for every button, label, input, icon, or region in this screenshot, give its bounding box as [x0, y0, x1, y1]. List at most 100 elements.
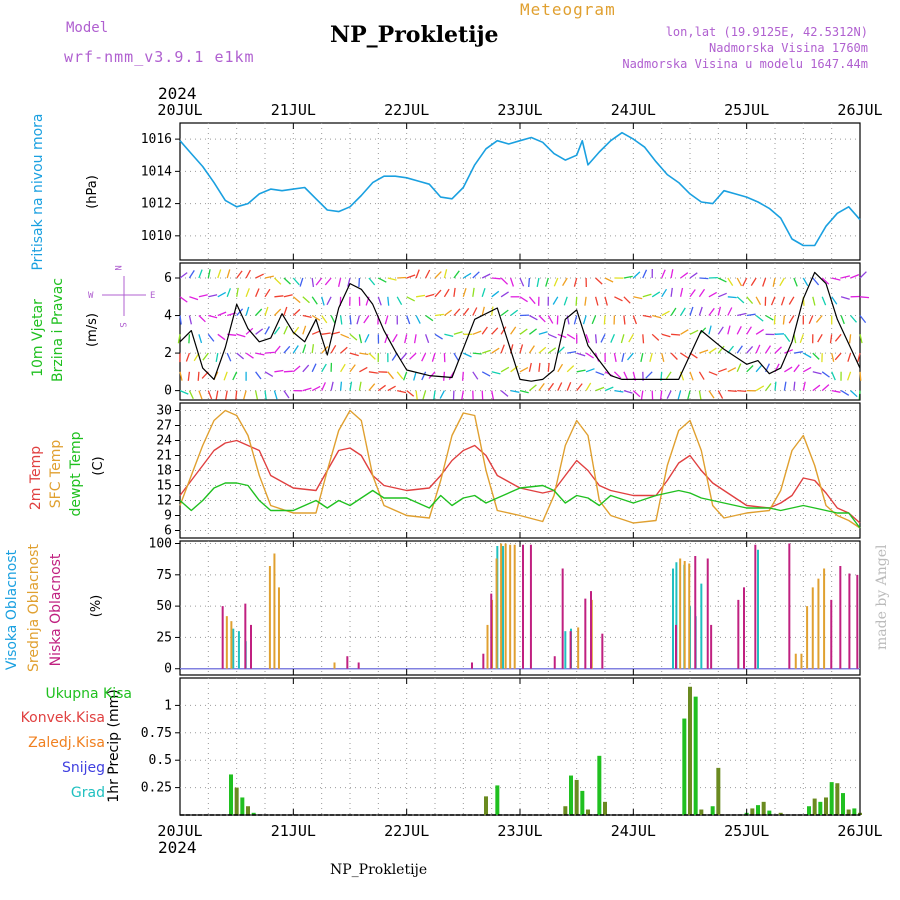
wind-arrow: [850, 390, 858, 398]
wind-arrow: [185, 352, 191, 362]
wind-arrow: [254, 390, 259, 400]
wind-arrow: [245, 306, 250, 316]
wind-arrow: [321, 296, 325, 306]
wind-arrow: [491, 371, 501, 375]
wind-arrow: [594, 334, 598, 344]
wind-arrow: [179, 315, 182, 325]
wind-arrow: [387, 385, 396, 392]
wind-arrow: [217, 291, 227, 298]
wind-arrow: [783, 381, 787, 391]
wind-arrow: [463, 352, 472, 358]
precip-bar: [750, 808, 755, 815]
precip-bar: [580, 790, 585, 815]
wind-arrow: [453, 308, 461, 316]
precip-bar: [818, 801, 823, 815]
wind-arrow: [207, 333, 215, 342]
wind-arrow: [491, 290, 500, 298]
wind-arrow: [528, 345, 535, 354]
wind-arrow: [215, 390, 219, 400]
wind-arrow: [661, 333, 671, 338]
precip-bar: [756, 805, 760, 815]
precip-bar: [841, 793, 845, 815]
wind-arrow: [349, 364, 356, 373]
wind-arrow: [236, 287, 239, 297]
wind-arrow: [680, 329, 689, 335]
wind-arrow: [831, 389, 841, 393]
wind-arrow: [406, 315, 411, 325]
cloud-label-mid: Srednja Oblacnost: [26, 544, 42, 672]
wind-arrow: [591, 315, 597, 325]
wind-arrow: [755, 385, 765, 392]
wind-arrow: [254, 288, 260, 298]
wind-arrow: [500, 326, 507, 335]
wind-arrow: [453, 270, 460, 279]
wind-arrow: [189, 296, 199, 301]
wind-arrow: [188, 390, 194, 400]
wind-arrow: [698, 371, 705, 380]
wind-arrow: [788, 296, 795, 305]
wind-arrow: [595, 386, 605, 392]
precip-bar: [778, 812, 783, 815]
wind-arrow: [689, 272, 698, 279]
wind-arrow: [812, 352, 820, 360]
precip-bar: [603, 801, 607, 815]
wind-arrow: [850, 315, 857, 323]
precip-ytick-label: 0.75: [141, 726, 172, 741]
precip-bar: [812, 798, 817, 815]
x-tick-label-top: 21JUL: [271, 101, 316, 119]
wind-arrow: [773, 315, 776, 325]
wind-arrow: [708, 371, 718, 376]
wind-arrow: [472, 352, 482, 355]
wind-arrow: [472, 371, 479, 380]
wind-arrow: [179, 390, 189, 395]
temp-ytick-label: 15: [156, 479, 172, 494]
wind-arrow: [264, 351, 275, 354]
cloud-ytick-label: 100: [149, 537, 172, 552]
wind-arrow: [481, 326, 488, 335]
wind-arrow: [529, 328, 537, 335]
cloud-ytick-label: 75: [156, 568, 172, 583]
wind-arrow: [799, 334, 804, 344]
wind-arrow: [538, 346, 547, 354]
wind-arrow: [358, 381, 362, 391]
precip-bar: [767, 810, 772, 815]
wind-arrow: [623, 275, 633, 279]
wind-ytick-label: 4: [164, 309, 172, 324]
wind-unit: (m/s): [85, 313, 100, 347]
wind-arrow: [321, 332, 331, 335]
wind-arrow: [817, 333, 823, 343]
wind-arrow: [255, 352, 265, 356]
wind-arrow: [491, 347, 500, 354]
wind-arrow: [772, 277, 776, 287]
wind-arrow: [425, 314, 434, 322]
wind-arrow: [604, 277, 614, 283]
wind-arrow: [292, 308, 301, 316]
wind-arrow: [402, 371, 408, 381]
wind-arrow: [680, 307, 686, 316]
wind-arrow: [311, 363, 317, 373]
wind-arrow: [406, 390, 415, 397]
wind-arrow: [434, 289, 442, 298]
wind-arrow: [302, 387, 312, 392]
wind-arrow: [510, 326, 517, 335]
wind-arrow: [311, 296, 318, 305]
wind-arrow: [422, 390, 427, 400]
pressure-line: [179, 131, 861, 247]
wind-arrow: [742, 277, 748, 287]
wind-arrow: [481, 287, 486, 298]
wind-arrow: [406, 274, 416, 279]
wind-arrow: [377, 277, 387, 283]
wind-arrow: [273, 308, 282, 316]
wind-arrow: [610, 334, 615, 343]
altitude-info: Nadmorska Visina 1760m: [709, 41, 868, 55]
precip-legend-total: Ukupna Kisa: [45, 686, 132, 702]
wind-arrow: [708, 347, 717, 354]
model-name: wrf-nmm_v3.9.1 e1km: [64, 48, 255, 66]
wind-arrow: [349, 315, 352, 325]
wind-arrow: [500, 366, 510, 373]
wind-arrow: [604, 386, 614, 392]
wind-arrow: [755, 364, 763, 373]
wind-arrow: [812, 296, 816, 306]
wind-arrow: [859, 334, 863, 344]
wind-arrow: [689, 289, 696, 298]
